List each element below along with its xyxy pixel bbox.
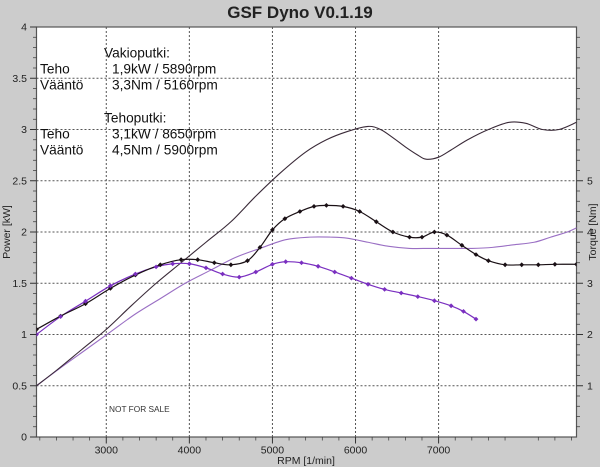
svg-text:Power [kW]: Power [kW]: [1, 205, 13, 259]
svg-text:4000: 4000: [178, 445, 202, 457]
svg-text:7000: 7000: [427, 445, 451, 457]
svg-text:6000: 6000: [344, 445, 368, 457]
svg-text:Teho: Teho: [40, 62, 70, 77]
svg-text:RPM [1/min]: RPM [1/min]: [277, 455, 335, 467]
svg-text:3,3Nm / 5160rpm: 3,3Nm / 5160rpm: [112, 78, 218, 93]
svg-text:4,5Nm / 5900rpm: 4,5Nm / 5900rpm: [112, 143, 218, 158]
svg-text:0.5: 0.5: [12, 380, 27, 392]
svg-text:3.5: 3.5: [12, 73, 27, 85]
svg-text:3: 3: [21, 124, 27, 136]
svg-text:Vakioputki:: Vakioputki:: [104, 46, 170, 61]
svg-text:Vääntö: Vääntö: [40, 143, 84, 158]
svg-text:NOT FOR SALE: NOT FOR SALE: [109, 404, 170, 414]
svg-text:3,1kW / 8650rpm: 3,1kW / 8650rpm: [112, 127, 216, 142]
svg-text:4: 4: [21, 22, 27, 34]
svg-text:Torque [Nm]: Torque [Nm]: [587, 203, 599, 260]
svg-text:3: 3: [587, 278, 593, 290]
svg-text:2: 2: [21, 227, 27, 239]
svg-text:2: 2: [587, 329, 593, 341]
svg-text:3000: 3000: [95, 445, 119, 457]
svg-text:2.5: 2.5: [12, 175, 27, 187]
svg-text:5: 5: [587, 175, 593, 187]
svg-text:Teho: Teho: [40, 127, 70, 142]
svg-text:1,9kW / 5890rpm: 1,9kW / 5890rpm: [112, 62, 216, 77]
svg-text:Vääntö: Vääntö: [40, 78, 84, 93]
svg-text:0: 0: [21, 432, 27, 444]
svg-text:Tehoputki:: Tehoputki:: [104, 111, 166, 126]
svg-text:1: 1: [587, 380, 593, 392]
svg-text:1: 1: [21, 329, 27, 341]
svg-text:1.5: 1.5: [12, 278, 27, 290]
